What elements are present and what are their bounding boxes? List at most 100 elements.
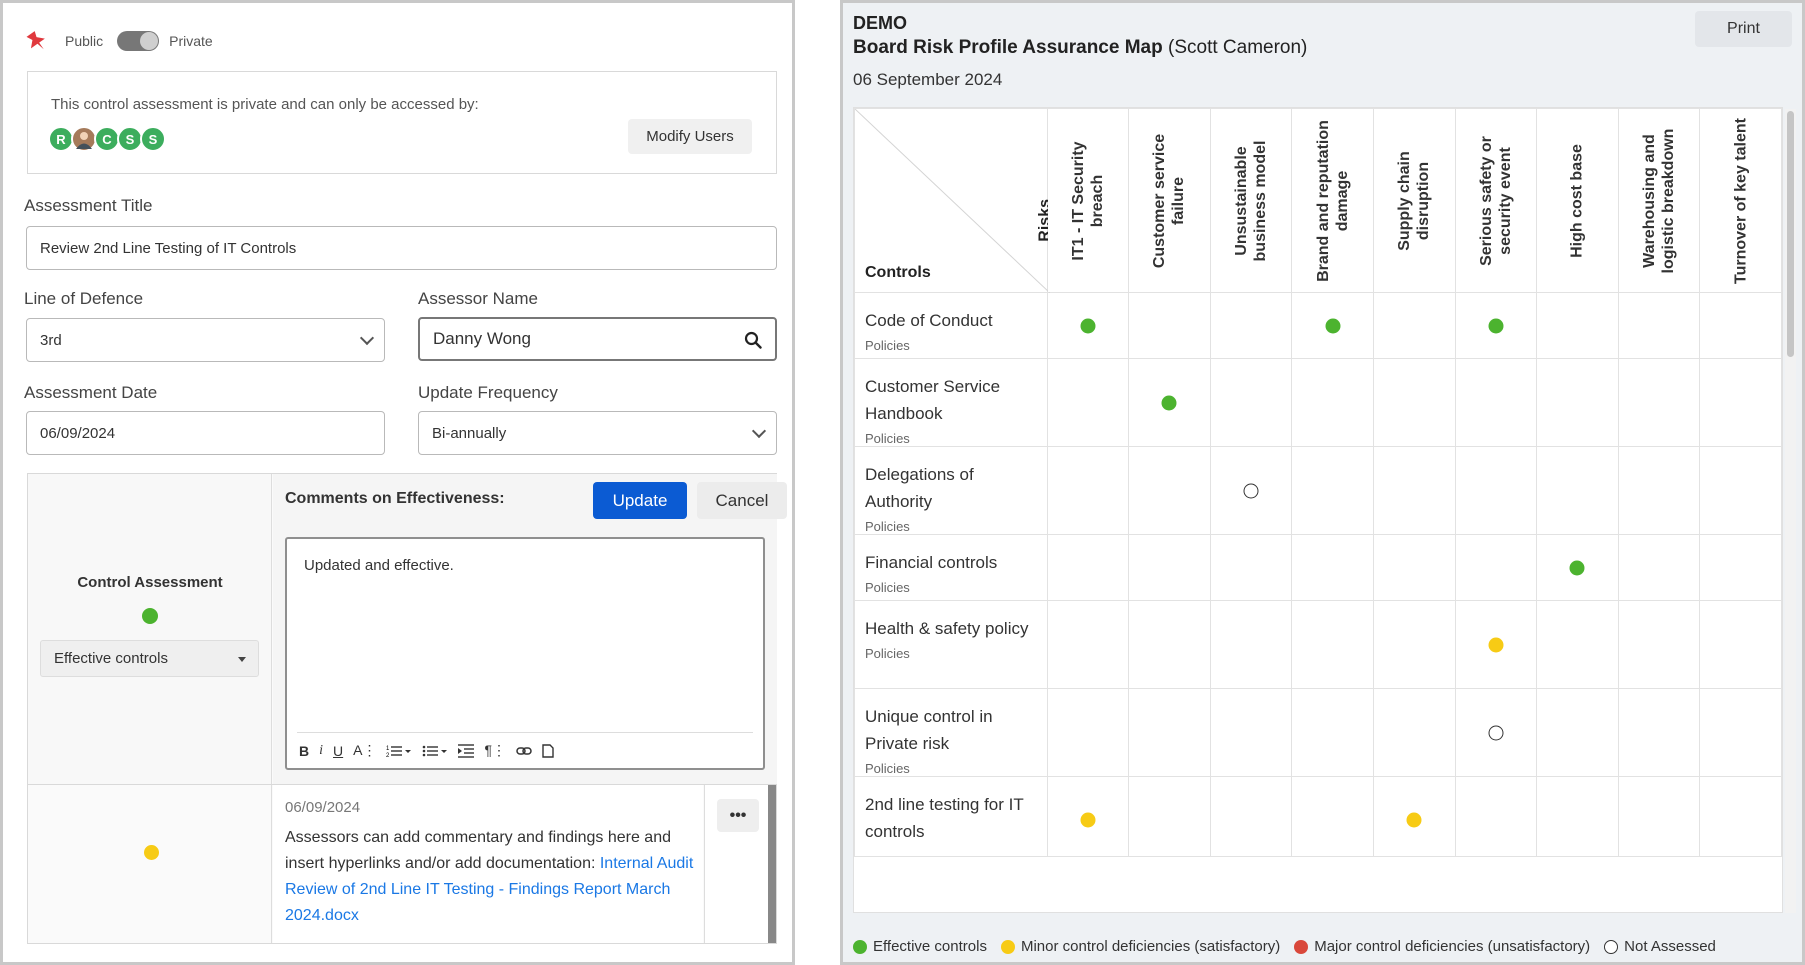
assurance-dot-not-assessed[interactable] xyxy=(1488,725,1504,740)
assurance-dot-minor[interactable] xyxy=(1488,637,1504,652)
risk-column-header[interactable]: Serious safety or security event xyxy=(1454,108,1538,293)
assurance-cell[interactable] xyxy=(1291,292,1374,359)
italic-icon[interactable]: i xyxy=(319,742,324,758)
avatar-photo[interactable] xyxy=(71,126,97,152)
legend-label: Effective controls xyxy=(873,938,987,955)
map-scrollbar[interactable] xyxy=(1785,109,1796,913)
risk-column-header[interactable]: Turnover of key talent xyxy=(1699,108,1782,293)
assurance-table: Risks Controls IT1 - IT Security breach C… xyxy=(854,108,1782,857)
assurance-cell xyxy=(1372,534,1456,601)
assurance-cell xyxy=(1536,600,1619,689)
control-name: 2nd line testing for IT controls xyxy=(865,795,1024,841)
assurance-dot-effective[interactable] xyxy=(1161,395,1177,410)
risk-column-header[interactable]: Brand and reputation damage xyxy=(1291,108,1374,293)
assurance-dot-effective[interactable] xyxy=(1488,318,1504,333)
search-icon[interactable] xyxy=(744,331,762,349)
more-options-button[interactable]: ••• xyxy=(717,799,759,832)
bullet-list-icon[interactable] xyxy=(422,744,448,758)
risk-column-header[interactable]: High cost base xyxy=(1536,108,1619,293)
document-icon[interactable] xyxy=(542,743,554,758)
pin-icon[interactable] xyxy=(25,28,51,54)
visibility-toggle[interactable] xyxy=(117,31,160,51)
assurance-cell xyxy=(1699,776,1782,857)
risk-column-header[interactable]: Customer service failure xyxy=(1128,108,1211,293)
risk-column-header[interactable]: Warehousing and logistic breakdown xyxy=(1617,108,1701,293)
assurance-cell xyxy=(1372,688,1456,777)
cancel-button[interactable]: Cancel xyxy=(697,482,787,519)
risk-column-header[interactable]: Unsustainable business model xyxy=(1209,108,1293,293)
avatar[interactable]: R xyxy=(48,126,74,152)
control-row: 2nd line testing for IT controls xyxy=(854,776,1782,857)
assurance-cell[interactable] xyxy=(1454,600,1538,689)
assurance-cell[interactable] xyxy=(1454,292,1538,359)
bold-icon[interactable]: B xyxy=(299,742,310,759)
public-label: Public xyxy=(65,33,104,49)
control-name: Customer Service Handbook xyxy=(865,377,1001,423)
access-message: This control assessment is private and c… xyxy=(51,96,479,113)
note-scrollbar[interactable] xyxy=(768,785,776,943)
risk-name: Turnover of key talent xyxy=(1732,117,1750,284)
control-row-header[interactable]: Unique control in Private risk Policies xyxy=(854,688,1048,777)
user-avatars: R C S S xyxy=(48,126,166,152)
comments-text[interactable]: Updated and effective. xyxy=(304,557,454,574)
update-frequency-label: Update Frequency xyxy=(418,383,558,402)
assurance-cell[interactable] xyxy=(1046,776,1130,857)
link-icon[interactable] xyxy=(516,745,532,757)
map-owner: (Scott Cameron) xyxy=(1168,37,1308,58)
assurance-cell xyxy=(1128,446,1211,535)
assessment-title-field[interactable]: Review 2nd Line Testing of IT Controls xyxy=(26,226,777,270)
risk-name: Customer service failure xyxy=(1151,133,1188,268)
risk-column-header[interactable]: IT1 - IT Security breach xyxy=(1046,108,1130,293)
assurance-cell xyxy=(1128,292,1211,359)
update-frequency-select[interactable]: Bi-annually xyxy=(418,411,777,455)
note-text: Assessors can add commentary and finding… xyxy=(285,825,695,929)
control-row-header[interactable]: Health & safety policy Policies xyxy=(854,600,1048,689)
assurance-cell xyxy=(1046,688,1130,777)
assurance-cell[interactable] xyxy=(1536,534,1619,601)
indent-icon[interactable] xyxy=(458,743,475,758)
control-row-header[interactable]: Code of Conduct Policies xyxy=(854,292,1048,359)
paragraph-icon[interactable]: ¶⋮ xyxy=(484,742,507,758)
svg-text:1: 1 xyxy=(386,746,390,752)
assurance-dot-minor[interactable] xyxy=(1406,812,1422,828)
legend-dot xyxy=(853,939,867,954)
assurance-cell xyxy=(1291,534,1374,601)
scrollbar-thumb[interactable] xyxy=(1787,111,1794,357)
risk-column-header[interactable]: Supply chain disruption xyxy=(1372,108,1456,293)
control-row-header[interactable]: 2nd line testing for IT controls xyxy=(854,776,1048,857)
assessment-date-field[interactable]: 06/09/2024 xyxy=(26,411,385,455)
line-of-defence-select[interactable]: 3rd xyxy=(26,318,385,362)
font-size-icon[interactable]: A⋮ xyxy=(353,742,377,758)
print-button[interactable]: Print xyxy=(1695,11,1792,47)
control-row-header[interactable]: Delegations of Authority Policies xyxy=(854,446,1048,535)
control-row-header[interactable]: Financial controls Policies xyxy=(854,534,1048,601)
assurance-cell[interactable] xyxy=(1372,776,1456,857)
assessor-name-field[interactable]: Danny Wong xyxy=(418,317,777,361)
avatar[interactable]: C xyxy=(94,126,120,152)
assurance-cell[interactable] xyxy=(1209,446,1293,535)
assurance-cell xyxy=(1454,534,1538,601)
risk-name: Serious safety or security event xyxy=(1477,135,1514,266)
assurance-cell xyxy=(1128,776,1211,857)
assurance-dot-minor[interactable] xyxy=(1080,812,1096,828)
assurance-dot-effective[interactable] xyxy=(1569,560,1585,575)
update-button[interactable]: Update xyxy=(593,482,687,519)
modify-users-button[interactable]: Modify Users xyxy=(628,119,752,154)
assurance-dot-effective[interactable] xyxy=(1080,318,1096,333)
underline-icon[interactable]: U xyxy=(333,742,344,759)
control-assessment-select[interactable]: Effective controls xyxy=(40,640,259,677)
control-row-header[interactable]: Customer Service Handbook Policies xyxy=(854,358,1048,447)
assessment-title-label: Assessment Title xyxy=(24,196,153,215)
assurance-cell[interactable] xyxy=(1046,292,1130,359)
avatar[interactable]: S xyxy=(140,126,166,152)
assurance-cell xyxy=(1372,358,1456,447)
assurance-dot-effective[interactable] xyxy=(1325,318,1341,333)
assurance-dot-not-assessed[interactable] xyxy=(1243,483,1259,498)
assurance-cell xyxy=(1536,688,1619,777)
attachment-link[interactable]: Internal Audit Review of 2nd Line IT Tes… xyxy=(285,855,694,924)
assurance-cell[interactable] xyxy=(1128,358,1211,447)
assurance-cell[interactable] xyxy=(1454,688,1538,777)
assurance-cell xyxy=(1454,446,1538,535)
